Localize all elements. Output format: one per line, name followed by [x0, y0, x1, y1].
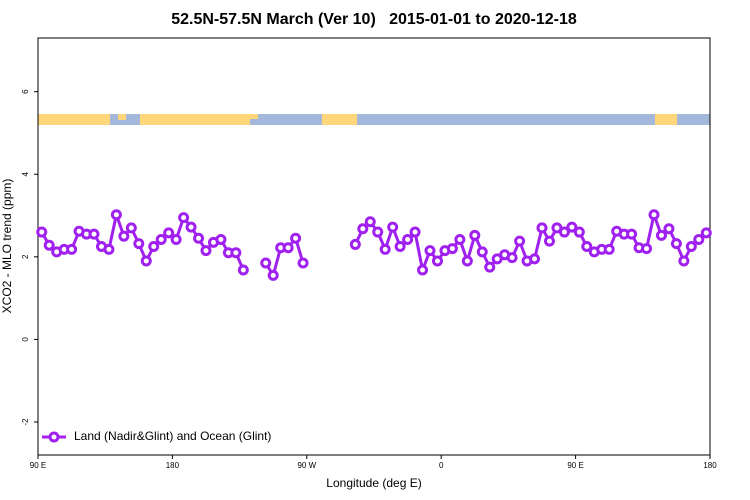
data-point — [282, 242, 294, 254]
data-point — [603, 243, 615, 255]
data-point — [454, 233, 466, 245]
data-point — [372, 226, 384, 238]
data-point — [409, 226, 421, 238]
land-ocean-strip — [38, 114, 710, 125]
data-point — [379, 243, 391, 255]
x-tick-label: 90 E — [30, 461, 46, 470]
data-point — [185, 221, 197, 233]
data-point — [663, 223, 675, 235]
data-point — [543, 235, 555, 247]
data-point — [267, 269, 279, 281]
data-point — [700, 227, 712, 239]
data-point — [133, 238, 145, 250]
data-point — [125, 222, 137, 234]
data-point — [402, 233, 414, 245]
data-point — [641, 243, 653, 255]
data-point — [297, 257, 309, 269]
y-tick-label: 2 — [21, 254, 30, 259]
data-point — [200, 245, 212, 257]
data-point — [237, 264, 249, 276]
data-point — [529, 253, 541, 265]
data-point — [685, 241, 697, 252]
x-tick-label: 0 — [439, 461, 444, 470]
data-point — [230, 247, 242, 259]
y-tick-label: 6 — [21, 89, 30, 94]
legend-marker — [48, 431, 60, 443]
data-point — [140, 255, 152, 267]
data-point — [678, 255, 690, 267]
data-point — [260, 257, 272, 269]
data-point — [357, 223, 369, 235]
legend-label: Land (Nadir&Glint) and Ocean (Glint) — [74, 429, 271, 443]
x-axis-label: Longitude (deg E) — [326, 476, 421, 490]
y-tick-label: 4 — [21, 171, 30, 176]
data-point — [476, 246, 488, 258]
data-point — [148, 241, 160, 252]
data-point — [66, 243, 78, 255]
data-point — [36, 226, 48, 238]
data-point — [431, 255, 443, 267]
data-point — [536, 222, 548, 234]
data-point — [103, 243, 115, 255]
data-point — [43, 239, 55, 251]
data-point — [626, 228, 638, 240]
data-point — [573, 226, 585, 238]
data-point — [193, 232, 205, 244]
data-point — [170, 233, 182, 245]
y-tick-label: -2 — [21, 418, 30, 426]
data-point — [506, 252, 518, 264]
data-point — [461, 255, 473, 267]
y-axis-label: XCO2 - MLO trend (ppm) — [0, 179, 14, 314]
series-line — [40, 213, 245, 271]
data-point — [484, 261, 496, 273]
data-point — [581, 241, 593, 252]
data-point — [163, 227, 175, 239]
data-point — [155, 233, 167, 245]
x-tick-label: 180 — [166, 461, 180, 470]
legend: Land (Nadir&Glint) and Ocean (Glint) — [42, 429, 271, 443]
data-point — [514, 235, 526, 247]
data-point — [215, 233, 227, 245]
data-point — [110, 209, 122, 221]
data-point — [118, 230, 130, 242]
data-point — [349, 238, 361, 250]
data-point — [387, 221, 399, 233]
data-point — [290, 232, 302, 244]
plot-frame — [37, 37, 711, 456]
data-point — [558, 226, 570, 238]
data-point — [469, 229, 481, 241]
data-point — [178, 212, 190, 224]
data-point — [670, 238, 682, 250]
data-point — [655, 229, 667, 241]
data-point — [88, 228, 100, 240]
x-tick-label: 90 E — [567, 461, 583, 470]
chart-title: 52.5N-57.5N March (Ver 10) 2015-01-01 to… — [171, 11, 577, 28]
x-tick-label: 90 W — [297, 461, 316, 470]
data-point — [424, 245, 436, 257]
data-point — [417, 264, 429, 276]
data-point — [394, 241, 406, 252]
data-point — [693, 233, 705, 245]
data-point — [648, 209, 660, 221]
x-tick-label: 180 — [703, 461, 717, 470]
data-point — [364, 216, 376, 228]
data-point — [446, 243, 458, 255]
data-point — [566, 221, 578, 233]
y-tick-label: 0 — [21, 337, 30, 342]
